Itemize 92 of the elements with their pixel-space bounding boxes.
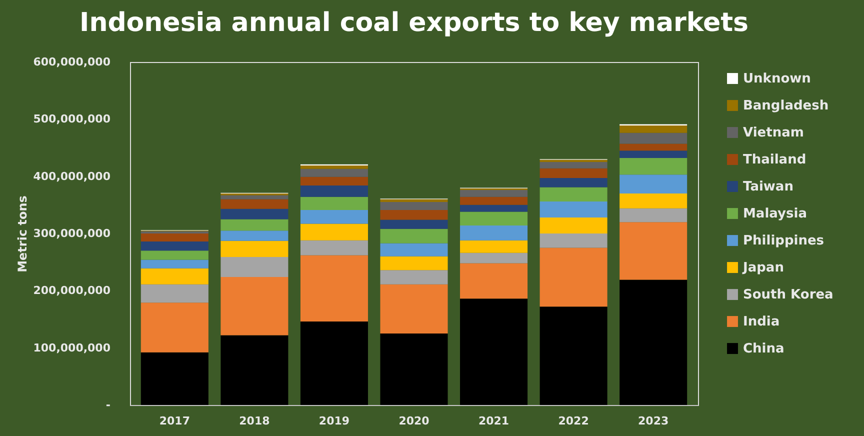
legend-label: Taiwan: [743, 180, 794, 194]
bar: [140, 352, 208, 405]
y-tick-label: -: [106, 398, 110, 412]
x-tick-label: 2017: [159, 414, 190, 428]
bar: [540, 178, 608, 188]
bar: [540, 162, 608, 168]
chart-title: Indonesia annual coal exports to key markets: [80, 8, 748, 38]
bar: [540, 248, 608, 307]
bar: [620, 144, 688, 151]
bar: [460, 263, 528, 299]
y-tick-label: 200,000,000: [33, 284, 111, 298]
bar: [620, 208, 688, 222]
bar: [300, 168, 368, 177]
bar: [140, 302, 208, 352]
bar: [540, 168, 608, 178]
bar: [460, 204, 528, 212]
bar: [460, 298, 528, 405]
bar: [140, 284, 208, 303]
y-tick-label: 100,000,000: [33, 341, 111, 354]
bar: [380, 243, 448, 256]
bar: [220, 219, 288, 231]
bar: [380, 256, 448, 270]
x-tick-label: 2019: [318, 414, 350, 428]
bar: [300, 255, 368, 322]
bar: [460, 225, 528, 240]
bar: [460, 252, 528, 264]
bar: [540, 201, 608, 218]
bar: [460, 196, 528, 205]
bar: [620, 150, 688, 158]
bar: [540, 217, 608, 234]
legend-label: Japan: [742, 260, 784, 276]
legend-label: Bangladesh: [743, 98, 829, 114]
bar: [220, 240, 288, 257]
x-tick-label: 2023: [638, 414, 669, 428]
bar: [540, 234, 608, 248]
bar: [140, 268, 208, 284]
bar: [380, 202, 448, 210]
bar: [140, 260, 208, 268]
legend-label: Malaysia: [743, 206, 807, 222]
bar: [300, 224, 368, 240]
bar: [220, 256, 288, 277]
bar: [460, 240, 528, 253]
bar: [380, 210, 448, 220]
bar: [540, 306, 608, 405]
bar: [620, 280, 688, 405]
bar: [300, 165, 368, 169]
bar: [140, 234, 208, 242]
y-tick-label: 500,000,000: [33, 112, 111, 126]
bar: [380, 284, 448, 334]
x-tick-label: 2021: [478, 414, 510, 428]
y-tick-label: 600,000,000: [33, 56, 111, 68]
bar: [220, 195, 288, 200]
bar: [300, 240, 368, 256]
legend-label: India: [743, 314, 780, 330]
legend-label: China: [743, 342, 784, 356]
bar: [220, 199, 288, 209]
x-tick-label: 2020: [398, 414, 430, 428]
bar: [380, 220, 448, 229]
legend-label: Thailand: [743, 152, 806, 168]
bar: [140, 242, 208, 251]
bar: [220, 335, 288, 405]
bar: [620, 174, 688, 194]
legend-label: Philippines: [743, 234, 824, 248]
bar: [380, 199, 448, 202]
bar: [380, 270, 448, 284]
y-tick-label: 300,000,000: [33, 227, 111, 240]
bar: [380, 228, 448, 244]
y-tick-label: 400,000,000: [33, 170, 111, 183]
bar: [540, 187, 608, 202]
legend-label: Vietnam: [743, 126, 804, 140]
x-tick-label: 2022: [558, 414, 589, 428]
bar: [620, 158, 688, 175]
bar: [620, 193, 688, 208]
bar: [300, 185, 368, 197]
x-tick-label: 2018: [239, 414, 270, 428]
bar: [300, 210, 368, 224]
bar: [620, 125, 688, 133]
bar: [220, 208, 288, 220]
y-axis-title: Metric tons: [15, 196, 30, 272]
bar: [220, 276, 288, 336]
bar: [620, 222, 688, 280]
bar: [300, 196, 368, 210]
bar: [300, 176, 368, 186]
bar: [220, 230, 288, 241]
bar: [140, 250, 208, 260]
legend-label: South Korea: [743, 288, 834, 302]
bar: [460, 212, 528, 226]
bar: [300, 322, 368, 405]
legend-label: Unknown: [743, 72, 811, 86]
bar: [460, 190, 528, 197]
bar: [620, 132, 688, 144]
bar: [380, 334, 448, 405]
